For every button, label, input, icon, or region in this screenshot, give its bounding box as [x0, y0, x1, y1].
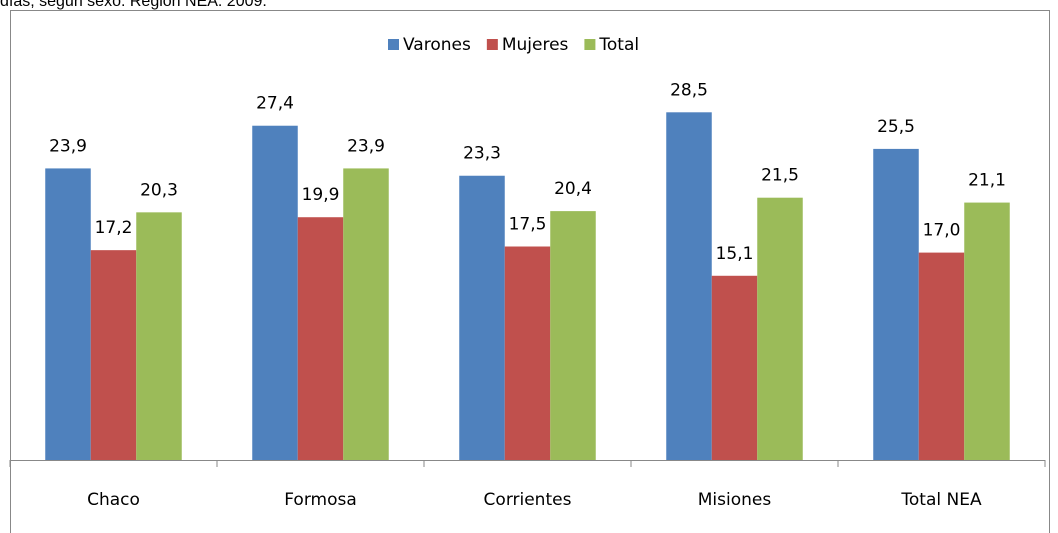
legend-swatch	[486, 39, 498, 50]
bar	[297, 217, 344, 460]
value-label: 15,1	[716, 244, 754, 264]
value-label: 27,4	[256, 94, 294, 114]
value-label: 17,5	[509, 215, 547, 235]
value-label: 17,0	[923, 221, 961, 241]
bar	[136, 212, 182, 460]
legend-label: Total	[598, 35, 639, 55]
bar	[666, 112, 712, 461]
bar	[343, 168, 389, 461]
bar	[459, 175, 505, 461]
value-label: 23,9	[347, 136, 385, 156]
legend-label: Varones	[403, 35, 471, 55]
value-label: 20,4	[554, 179, 592, 199]
value-label: 23,3	[463, 144, 501, 164]
value-label: 20,3	[140, 180, 178, 200]
bar	[757, 197, 803, 460]
value-label: 17,2	[95, 218, 133, 238]
chart-frame	[10, 10, 1050, 533]
x-tick-label: Chaco	[87, 490, 140, 510]
bar	[964, 202, 1010, 460]
value-label: 21,5	[761, 166, 799, 186]
value-label: 23,9	[49, 136, 87, 156]
value-label: 19,9	[302, 185, 340, 205]
bar	[918, 252, 965, 460]
bar	[504, 246, 551, 460]
x-tick-label: Corrientes	[484, 490, 572, 510]
bar	[45, 168, 91, 461]
bar	[873, 148, 919, 460]
x-tick-label: Formosa	[284, 490, 357, 510]
legend-swatch	[584, 39, 596, 50]
bar	[252, 125, 298, 460]
bar	[711, 275, 758, 460]
bar	[550, 211, 596, 460]
bar	[90, 250, 137, 460]
legend-swatch	[388, 39, 399, 50]
x-tick-label: Misiones	[698, 490, 772, 510]
x-tick-label: Total NEA	[900, 490, 982, 510]
chart-title: días, según sexo. Región NEA. 2009.	[0, 0, 267, 10]
value-label: 28,5	[670, 80, 708, 100]
value-label: 25,5	[877, 117, 915, 137]
legend-label: Mujeres	[502, 35, 569, 55]
value-label: 21,1	[968, 171, 1006, 191]
